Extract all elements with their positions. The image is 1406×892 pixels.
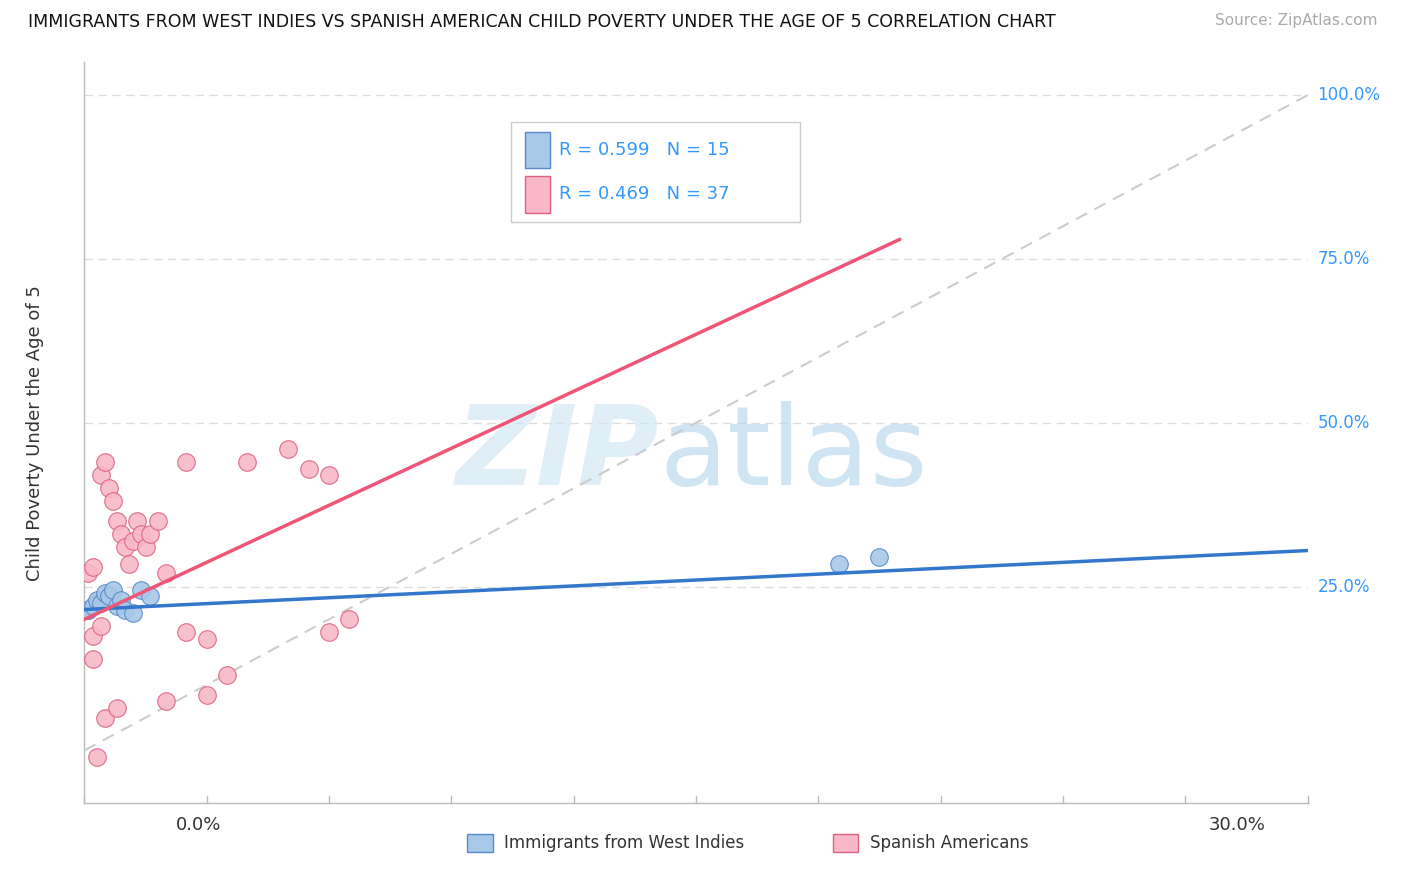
Point <box>86 750 108 764</box>
Point <box>86 592 108 607</box>
Text: Immigrants from West Indies: Immigrants from West Indies <box>503 834 744 852</box>
Text: Source: ZipAtlas.com: Source: ZipAtlas.com <box>1215 13 1378 29</box>
Point <box>318 468 340 483</box>
Text: 100.0%: 100.0% <box>1317 87 1381 104</box>
Point <box>236 455 259 469</box>
Point <box>122 606 145 620</box>
Text: Child Poverty Under the Age of 5: Child Poverty Under the Age of 5 <box>27 285 45 581</box>
Text: 25.0%: 25.0% <box>1317 578 1369 596</box>
Point <box>82 651 104 665</box>
Point <box>101 582 124 597</box>
Point <box>298 461 321 475</box>
Point <box>93 711 115 725</box>
Point <box>135 541 157 555</box>
Point <box>828 557 851 571</box>
Text: 0.0%: 0.0% <box>176 816 221 834</box>
Point <box>97 481 120 495</box>
Point <box>146 514 169 528</box>
Point <box>77 602 100 616</box>
Point <box>105 700 128 714</box>
Point <box>318 625 340 640</box>
Text: 50.0%: 50.0% <box>1317 414 1369 432</box>
Point <box>277 442 299 456</box>
Point <box>77 566 100 581</box>
Point <box>97 590 120 604</box>
Point <box>105 599 128 614</box>
Point <box>90 619 112 633</box>
Point <box>869 550 891 565</box>
Text: 75.0%: 75.0% <box>1317 250 1369 268</box>
Point <box>110 527 132 541</box>
Point <box>77 602 100 616</box>
Point <box>127 514 149 528</box>
Point <box>114 541 136 555</box>
Point <box>118 557 141 571</box>
Text: Spanish Americans: Spanish Americans <box>869 834 1028 852</box>
Point <box>82 599 104 614</box>
Text: ZIP: ZIP <box>456 401 659 508</box>
Point <box>90 468 112 483</box>
Point <box>195 688 218 702</box>
Point <box>90 596 112 610</box>
Point <box>155 566 177 581</box>
Point <box>131 527 153 541</box>
Point <box>86 596 108 610</box>
Point <box>217 668 239 682</box>
Point <box>82 629 104 643</box>
Point <box>93 455 115 469</box>
Text: R = 0.599   N = 15: R = 0.599 N = 15 <box>558 141 730 159</box>
Text: R = 0.469   N = 37: R = 0.469 N = 37 <box>558 186 730 203</box>
Point <box>155 694 177 708</box>
Point <box>339 612 361 626</box>
Point <box>122 533 145 548</box>
Point <box>138 590 160 604</box>
Point <box>195 632 218 646</box>
Point <box>93 586 115 600</box>
Point <box>131 582 153 597</box>
Point <box>114 602 136 616</box>
Point <box>174 455 197 469</box>
Point <box>138 527 160 541</box>
Point <box>82 560 104 574</box>
Text: 30.0%: 30.0% <box>1209 816 1265 834</box>
Text: atlas: atlas <box>659 401 928 508</box>
Point <box>105 514 128 528</box>
Point <box>101 494 124 508</box>
Text: IMMIGRANTS FROM WEST INDIES VS SPANISH AMERICAN CHILD POVERTY UNDER THE AGE OF 5: IMMIGRANTS FROM WEST INDIES VS SPANISH A… <box>28 13 1056 31</box>
Point <box>110 592 132 607</box>
Point <box>174 625 197 640</box>
